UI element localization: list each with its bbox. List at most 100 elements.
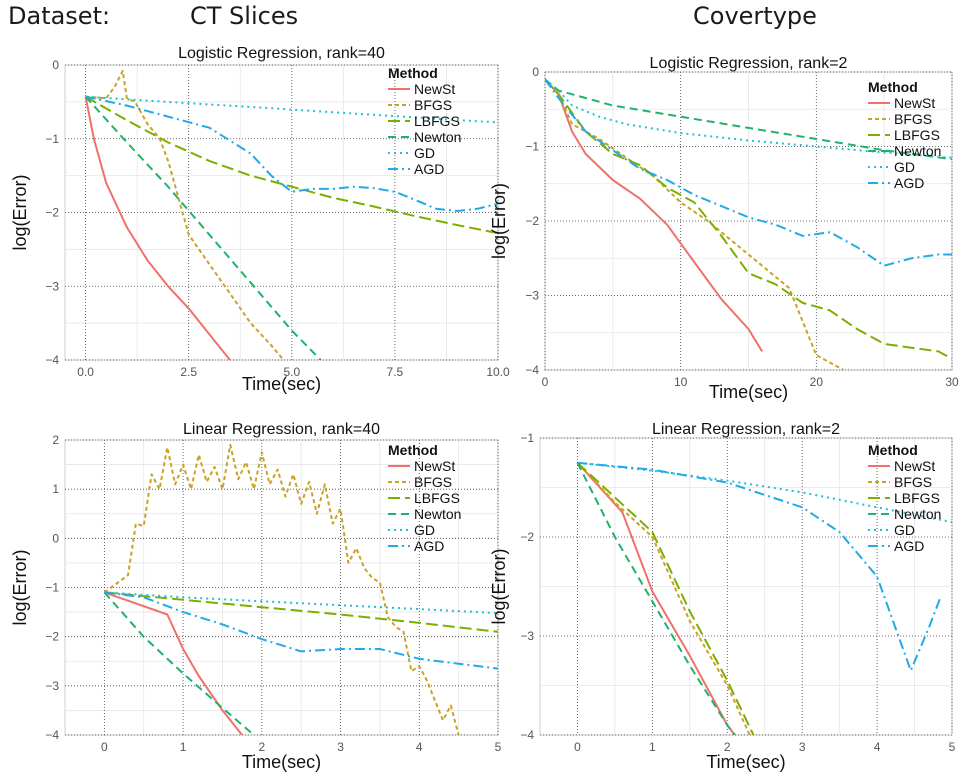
x-tick-label: 4 bbox=[416, 740, 423, 754]
legend-title: Method bbox=[868, 442, 918, 458]
legend-label-newton: Newton bbox=[414, 506, 461, 522]
chart-title: Linear Regression, rank=2 bbox=[652, 421, 840, 438]
series-line-newton bbox=[84, 96, 322, 360]
series-line-agd bbox=[104, 591, 498, 670]
series-line-lbfgs bbox=[104, 591, 498, 633]
legend-label-gd: GD bbox=[414, 145, 435, 161]
legend-label-bfgs: BFGS bbox=[894, 111, 932, 127]
chart-panel-3: 0 1 2 3 4 5 −4 −3 −2 −1 0 1 2 Linear Regression, rank… bbox=[10, 421, 502, 772]
legend-label-agd: AGD bbox=[414, 538, 444, 554]
legend-title: Method bbox=[388, 442, 438, 458]
y-tick-label: 0 bbox=[532, 65, 539, 79]
x-tick-label: 3 bbox=[337, 740, 344, 754]
legend-label-agd: AGD bbox=[894, 538, 924, 554]
legend-title: Method bbox=[388, 65, 438, 81]
legend-label-newton: Newton bbox=[894, 506, 941, 522]
legend-label-newton: Newton bbox=[894, 143, 941, 159]
y-tick-label: 0 bbox=[52, 58, 59, 72]
legend-label-bfgs: BFGS bbox=[414, 97, 452, 113]
x-axis-label: Time(sec) bbox=[706, 752, 785, 772]
y-tick-label: −3 bbox=[45, 679, 59, 693]
y-axis-label: log(Error) bbox=[10, 549, 30, 625]
y-tick-label: −2 bbox=[45, 630, 59, 644]
x-tick-label: 0 bbox=[101, 740, 108, 754]
series-line-newst bbox=[104, 591, 243, 735]
y-tick-label: −3 bbox=[520, 629, 534, 643]
x-tick-label: 0.0 bbox=[77, 365, 94, 379]
y-tick-label: 0 bbox=[52, 531, 59, 545]
series-group bbox=[576, 461, 952, 735]
x-tick-label: 5 bbox=[495, 740, 502, 754]
series-line-agd bbox=[85, 95, 498, 212]
legend-label-newst: NewSt bbox=[894, 458, 935, 474]
y-tick-label: −4 bbox=[525, 363, 539, 377]
y-tick-label: −2 bbox=[525, 214, 539, 228]
y-tick-label: −2 bbox=[520, 530, 534, 544]
legend-label-agd: AGD bbox=[894, 175, 924, 191]
chart-title: Logistic Regression, rank=2 bbox=[650, 55, 848, 72]
series-line-lbfgs bbox=[85, 95, 498, 235]
x-tick-label: 1 bbox=[180, 740, 187, 754]
legend-label-newst: NewSt bbox=[894, 95, 935, 111]
series-line-agd bbox=[545, 78, 952, 267]
series-line-bfgs bbox=[85, 69, 285, 360]
series-line-bfgs bbox=[576, 462, 751, 735]
y-tick-label: −1 bbox=[520, 431, 534, 445]
y-tick-label: −2 bbox=[45, 206, 59, 220]
legend-label-lbfgs: LBFGS bbox=[894, 490, 940, 506]
legend-label-gd: GD bbox=[414, 522, 435, 538]
legend-title: Method bbox=[868, 79, 918, 95]
x-axis-label: Time(sec) bbox=[242, 374, 321, 394]
series-line-agd bbox=[577, 461, 942, 672]
x-axis-label: Time(sec) bbox=[709, 382, 788, 402]
x-tick-label: 3 bbox=[799, 740, 806, 754]
chart-panel-2: 0 10 20 30 −4 −3 −2 −1 0 Logistic Regression, ran… bbox=[489, 55, 959, 402]
legend-label-lbfgs: LBFGS bbox=[894, 127, 940, 143]
y-tick-label: −1 bbox=[45, 581, 59, 595]
y-tick-label: 2 bbox=[52, 433, 59, 447]
y-tick-label: −1 bbox=[525, 140, 539, 154]
x-tick-label: 0 bbox=[542, 375, 549, 389]
x-tick-label: 5.0 bbox=[283, 365, 300, 379]
x-tick-label: 2 bbox=[258, 740, 265, 754]
chart-panel-4: 0 1 2 3 4 5 −4 −3 −2 −1 Linear Regression, rank=2 T… bbox=[489, 421, 956, 772]
y-tick-label: −4 bbox=[520, 728, 534, 742]
x-tick-label: 30 bbox=[945, 375, 959, 389]
x-tick-label: 20 bbox=[810, 375, 824, 389]
x-tick-label: 2 bbox=[724, 740, 731, 754]
legend-label-gd: GD bbox=[894, 522, 915, 538]
legend-label-agd: AGD bbox=[414, 161, 444, 177]
series-group bbox=[545, 78, 952, 370]
y-tick-label: 1 bbox=[52, 482, 59, 496]
y-tick-label: −3 bbox=[525, 289, 539, 303]
y-tick-label: −4 bbox=[45, 353, 59, 367]
dataset-label: Dataset: bbox=[8, 2, 111, 30]
series-line-lbfgs bbox=[545, 78, 952, 360]
legend-label-newst: NewSt bbox=[414, 458, 455, 474]
y-axis-label: log(Error) bbox=[10, 174, 30, 250]
x-tick-label: 5 bbox=[949, 740, 956, 754]
x-tick-label: 1 bbox=[649, 740, 656, 754]
x-tick-label: 7.5 bbox=[387, 365, 404, 379]
left-dataset-name: CT Slices bbox=[190, 2, 299, 30]
chart-title: Logistic Regression, rank=40 bbox=[178, 45, 385, 62]
legend-label-lbfgs: LBFGS bbox=[414, 113, 460, 129]
y-tick-label: −1 bbox=[45, 132, 59, 146]
series-line-newst bbox=[84, 96, 231, 360]
x-tick-label: 2.5 bbox=[180, 365, 197, 379]
x-axis-label: Time(sec) bbox=[242, 752, 321, 772]
y-axis-label: log(Error) bbox=[489, 548, 509, 624]
legend-label-gd: GD bbox=[894, 159, 915, 175]
series-line-bfgs bbox=[545, 78, 844, 370]
series-line-newton bbox=[103, 591, 255, 735]
chart-panel-1: 0.0 2.5 5.0 7.5 10.0 −4 −3 −2 −1 0 Logistic Regres… bbox=[10, 45, 510, 394]
legend-label-newst: NewSt bbox=[414, 81, 455, 97]
series-line-bfgs bbox=[103, 443, 460, 735]
series-line-newton bbox=[545, 78, 952, 161]
right-dataset-name: Covertype bbox=[693, 2, 817, 30]
series-group bbox=[84, 69, 498, 360]
